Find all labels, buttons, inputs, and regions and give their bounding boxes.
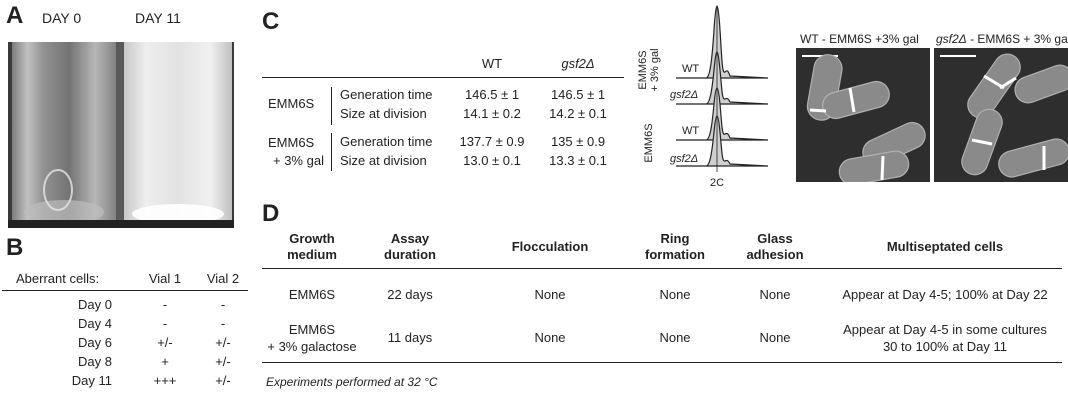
flow-cytometry-plot: EMM6S + 3% gal EMM6S WT gsf2Δ WT gsf2Δ 2… (632, 0, 782, 196)
medium-line: + 3% galactose (267, 339, 357, 354)
flow-trace-label: gsf2Δ (670, 153, 698, 165)
micro-right-title-rest: - EMM6S + 3% gal (966, 32, 1068, 46)
header-line: Ring (660, 231, 690, 246)
header-assay-duration: Assay duration (370, 231, 450, 263)
vial2-value: - (220, 297, 226, 312)
day11-label: DAY 11 (135, 10, 181, 26)
glass-cell: None (759, 330, 791, 345)
col-header-gsf2: gsf2Δ (561, 56, 595, 71)
panel-d-letter: D (262, 200, 280, 227)
vial1-value: +/- (157, 335, 173, 350)
flow-trace-label: WT (682, 63, 699, 75)
param-label: Generation time (340, 134, 433, 149)
micro-left-title: WT - EMM6S +3% gal (800, 32, 919, 46)
micro-right-title: gsf2Δ - EMM6S + 3% gal (936, 32, 1068, 46)
flow-histogram-wt-gal (676, 5, 769, 79)
medium-label: EMM6S (268, 96, 315, 111)
flocculation-cell: None (534, 287, 566, 302)
header-line: duration (384, 247, 436, 262)
medium-label: EMM6S (268, 135, 315, 150)
gsf2-value: 146.5 ± 1 (550, 87, 606, 102)
vial1-header: Vial 1 (148, 271, 182, 286)
group-bracket (331, 133, 332, 171)
footnote: Experiments performed at 32 °C (266, 375, 438, 389)
day-label: Day 11 (71, 373, 112, 388)
wt-value: 137.7 ± 0.9 (459, 134, 525, 149)
vial2-value: +/- (215, 373, 231, 388)
flocculation-cell: None (534, 330, 566, 345)
day-label: Day 4 (78, 316, 112, 331)
header-line: medium (287, 247, 337, 262)
vial2-header: Vial 2 (206, 271, 240, 286)
param-label: Size at division (340, 106, 427, 121)
micro-right-title-gene: gsf2Δ (936, 32, 967, 46)
aberrant-header: Aberrant cells: (16, 271, 100, 286)
gsf2-value: 135 ± 0.9 (550, 134, 606, 149)
param-label: Generation time (340, 87, 433, 102)
flow-histogram-gsf2-gal (676, 51, 769, 105)
duration-cell: 11 days (387, 330, 433, 345)
vial1-value: + (161, 354, 169, 369)
day-label: Day 6 (78, 335, 112, 350)
gsf2-value: 14.2 ± 0.1 (549, 106, 607, 121)
duration-cell: 22 days (387, 287, 433, 302)
vial2-value: - (220, 316, 226, 331)
header-multiseptated: Multiseptated cells (886, 239, 1004, 254)
header-flocculation: Flocculation (511, 239, 589, 254)
param-label: Size at division (340, 153, 427, 168)
micrograph-wt (796, 48, 930, 182)
flow-histogram-gsf2-emm6s (676, 115, 769, 167)
header-line: formation (645, 247, 705, 262)
header-line: Assay (390, 231, 430, 246)
glass-cell: None (759, 287, 791, 302)
flow-group2-label: EMM6S (643, 123, 655, 162)
header-line: adhesion (746, 247, 804, 262)
vial1-value: - (162, 297, 168, 312)
header-ring-formation: Ring formation (630, 231, 720, 263)
multiseptated-line: 30 to 100% at Day 11 (882, 339, 1008, 354)
flow-trace-label: gsf2Δ (670, 89, 698, 101)
panel-d-divider-bottom (262, 362, 1062, 363)
panel-c-letter: C (262, 8, 280, 35)
header-growth-medium: Growth medium (262, 231, 362, 263)
group-bracket (331, 87, 332, 125)
header-glass-adhesion: Glass adhesion (730, 231, 820, 263)
header-line: Glass (757, 231, 793, 246)
flow-group1-label-line2: + 3% gal (649, 48, 661, 91)
panel-a-letter: A (6, 2, 24, 29)
vials-photo (8, 42, 234, 228)
flow-trace-label: WT (682, 125, 699, 137)
medium-cell: EMM6S (288, 287, 336, 302)
ring-cell: None (659, 287, 691, 302)
panel-b-letter: B (6, 234, 24, 261)
wt-value: 14.1 ± 0.2 (463, 106, 521, 121)
vial2-value: +/- (215, 335, 231, 350)
panel-d-divider-top (262, 268, 1062, 269)
wt-value: 146.5 ± 1 (464, 87, 520, 102)
day0-label: DAY 0 (42, 10, 82, 26)
header-line: Growth (289, 231, 335, 246)
flow-histogram-wt-emm6s (676, 87, 769, 141)
multiseptated-line: Appear at Day 4-5 in some cultures (843, 322, 1047, 337)
micrograph-gsf2 (934, 48, 1068, 182)
vial2-value: +/- (215, 354, 231, 369)
day-label: Day 0 (78, 297, 112, 312)
col-header-wt: WT (481, 56, 503, 71)
wt-value: 13.0 ± 0.1 (463, 153, 521, 168)
gsf2-value: 13.3 ± 0.1 (549, 153, 607, 168)
flow-group1-label-line1: EMM6S (637, 50, 649, 89)
multiseptated-cell: Appear at Day 4-5 in some cultures 30 to… (830, 321, 1060, 355)
vial1-value: - (162, 316, 168, 331)
multiseptated-cell: Appear at Day 4-5; 100% at Day 22 (842, 287, 1048, 302)
medium-label: + 3% gal (273, 153, 324, 168)
medium-line: EMM6S (288, 322, 336, 337)
panel-b-divider (2, 290, 248, 291)
flow-x-label: 2C (710, 177, 724, 189)
ring-cell: None (659, 330, 691, 345)
day-label: Day 8 (78, 354, 112, 369)
medium-cell: EMM6S + 3% galactose (262, 321, 362, 355)
vial1-value: +++ (153, 373, 177, 388)
panel-c-divider (262, 77, 624, 78)
